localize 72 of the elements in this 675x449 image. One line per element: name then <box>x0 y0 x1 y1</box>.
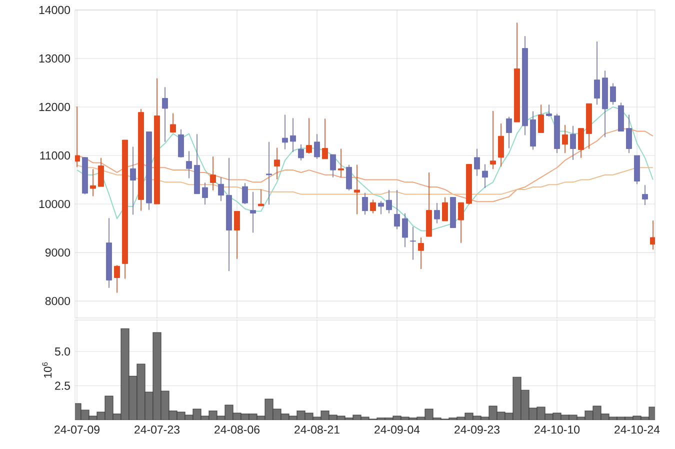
x-tick-label: 24-07-09 <box>54 426 100 434</box>
x-tick-label: 24-09-23 <box>454 426 500 434</box>
candlestick <box>490 110 496 170</box>
candlestick <box>242 182 248 204</box>
candlestick <box>282 114 288 150</box>
y-tick-label: 9000 <box>45 248 70 257</box>
candlestick <box>330 154 336 178</box>
candlestick <box>418 237 424 270</box>
candlestick <box>570 126 576 160</box>
candlestick <box>202 182 208 205</box>
candlestick <box>506 116 512 149</box>
candlestick <box>98 158 104 187</box>
x-tick-label: 24-08-21 <box>294 426 340 434</box>
candlestick <box>458 202 464 244</box>
candlestick <box>442 196 448 222</box>
x-tick-label: 24-08-06 <box>214 426 260 434</box>
candlestick <box>75 106 80 168</box>
candlestick <box>594 41 600 105</box>
candlestick <box>482 164 488 188</box>
y-tick-label: 11000 <box>40 151 70 160</box>
candlestick <box>218 176 224 202</box>
x-tick-label: 24-10-24 <box>614 426 660 434</box>
candlestick <box>170 112 176 134</box>
candlestick <box>290 118 296 153</box>
candlestick <box>162 86 168 142</box>
candlestick <box>234 210 240 260</box>
x-tick-label: 24-10-10 <box>534 426 580 434</box>
candlestick <box>130 146 136 216</box>
candlestick <box>314 134 320 160</box>
candlestick <box>250 191 256 234</box>
candlestick <box>610 82 616 105</box>
candlestick <box>362 192 368 216</box>
candlestick <box>562 124 568 154</box>
candlestick <box>402 212 408 248</box>
candlestick <box>266 142 272 205</box>
candlestick <box>210 156 216 191</box>
y-tick-label: 14000 <box>39 6 70 14</box>
candlestick <box>394 190 400 230</box>
candlestick <box>538 104 544 134</box>
candlestick <box>650 220 656 250</box>
candlestick <box>354 164 360 215</box>
candlestick <box>114 264 120 294</box>
y-tick-label: 2.5 <box>55 382 70 390</box>
candlestick <box>370 199 376 214</box>
y-tick-label: 8000 <box>45 296 70 306</box>
candlestick <box>474 148 480 176</box>
candlestick <box>434 202 440 224</box>
y-tick-label: 13000 <box>39 54 70 63</box>
y-tick-label: 5.0 <box>54 347 70 356</box>
candlestick <box>178 128 184 158</box>
candlestick <box>306 118 312 154</box>
y-tick-label: 12000 <box>39 102 70 112</box>
x-tick-label: 24-07-23 <box>134 426 180 434</box>
candlestick <box>90 168 96 197</box>
candlestick <box>338 148 344 178</box>
candlestick <box>386 190 392 214</box>
candlestick <box>322 118 328 160</box>
y-axis-title: 10$^{6}$ <box>42 362 52 378</box>
x-tick-label: 24-09-04 <box>374 426 420 434</box>
candlestick <box>346 164 352 191</box>
candlestick <box>186 150 192 179</box>
candlestick <box>258 189 264 206</box>
candlestick <box>274 147 280 180</box>
y-tick-label: 10000 <box>39 200 70 208</box>
candlestick <box>410 226 416 260</box>
candlestick <box>578 128 584 158</box>
candlestick <box>378 200 384 215</box>
candlestick <box>626 114 632 154</box>
candlestick <box>298 144 304 161</box>
candlestick <box>498 123 504 168</box>
candlestick <box>546 104 552 118</box>
candlestick <box>642 184 648 206</box>
